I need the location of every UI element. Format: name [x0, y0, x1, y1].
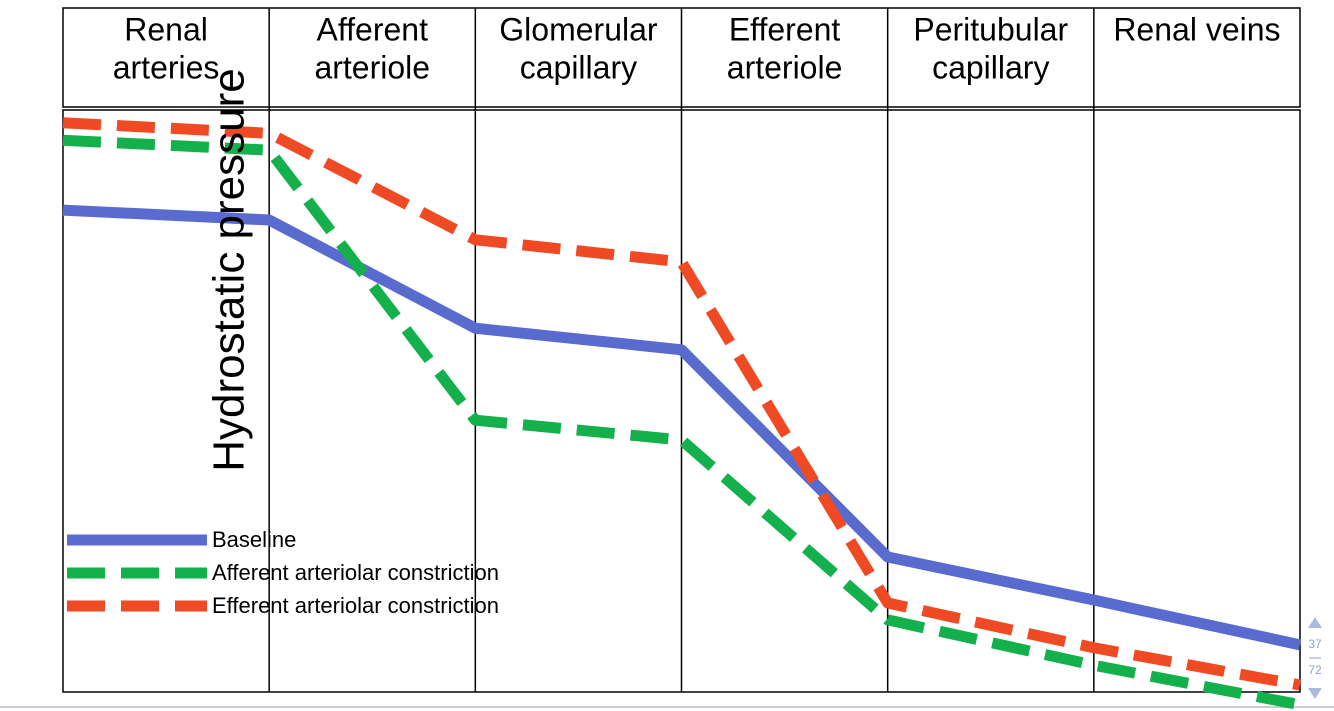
column-header: arteries — [113, 49, 220, 85]
pager-up[interactable] — [1308, 617, 1322, 628]
column-header: arteriole — [727, 49, 843, 85]
pager-total: 72 — [1308, 663, 1322, 677]
legend-label: Afferent arteriolar constriction — [212, 560, 499, 585]
column-header: capillary — [520, 49, 637, 85]
column-header: Glomerular — [499, 11, 658, 47]
pager: 37 72 — [1308, 617, 1322, 699]
chart: RenalarteriesAfferentarterioleGlomerular… — [62, 8, 1302, 711]
column-header: Renal veins — [1113, 11, 1280, 47]
series-line — [62, 204, 1302, 651]
pager-current: 37 — [1308, 637, 1322, 651]
column-header: Afferent — [317, 11, 429, 47]
y-axis-label: Hydrostatic pressure — [205, 68, 254, 471]
column-header: arteriole — [314, 49, 430, 85]
column-header: capillary — [932, 49, 1049, 85]
legend-label: Baseline — [212, 527, 296, 552]
legend-label: Efferent arteriolar constriction — [212, 593, 499, 618]
column-header: Renal — [124, 11, 208, 47]
series-line — [62, 117, 1301, 691]
column-header: Peritubular — [913, 11, 1068, 47]
pager-down[interactable] — [1308, 688, 1322, 699]
column-header: Efferent — [729, 11, 841, 47]
